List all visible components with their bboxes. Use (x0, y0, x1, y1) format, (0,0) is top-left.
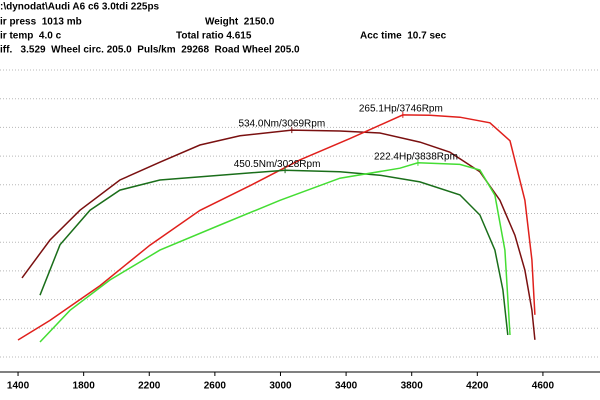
curve (21, 129, 536, 340)
x-tick-label: 4600 (532, 381, 555, 392)
curve (17, 114, 536, 341)
x-tick-label: 2200 (138, 381, 161, 392)
air-press: ir press 1013 mb (0, 17, 82, 28)
x-tick-label: 3800 (401, 381, 424, 392)
curve (39, 162, 511, 343)
annotation: 450.5Nm/3028Rpm (234, 159, 321, 170)
annotation: 222.4Hp/3838Rpm (374, 151, 458, 162)
x-tick-label: 3400 (335, 381, 358, 392)
weight: Weight 2150.0 (205, 17, 275, 28)
annotation: 265.1Hp/3746Rpm (359, 104, 443, 115)
file-name: :\dynodat\Audi A6 c6 3.0tdi 225ps (0, 2, 160, 13)
setup-line: iff. 3.529 Wheel circ. 205.0 Puls/km 292… (0, 45, 300, 56)
x-tick-label: 2600 (204, 381, 227, 392)
x-tick-label: 4200 (466, 381, 489, 392)
total-ratio: Total ratio 4.615 (176, 31, 252, 42)
acc-time: Acc time 10.7 sec (360, 31, 447, 42)
x-tick-label: 1400 (7, 381, 30, 392)
annotation: 534.0Nm/3069Rpm (238, 119, 325, 130)
x-tick-label: 3000 (269, 381, 292, 392)
x-tick-label: 1800 (73, 381, 96, 392)
air-temp: ir temp 4.0 c (0, 31, 62, 42)
curve (39, 169, 509, 336)
